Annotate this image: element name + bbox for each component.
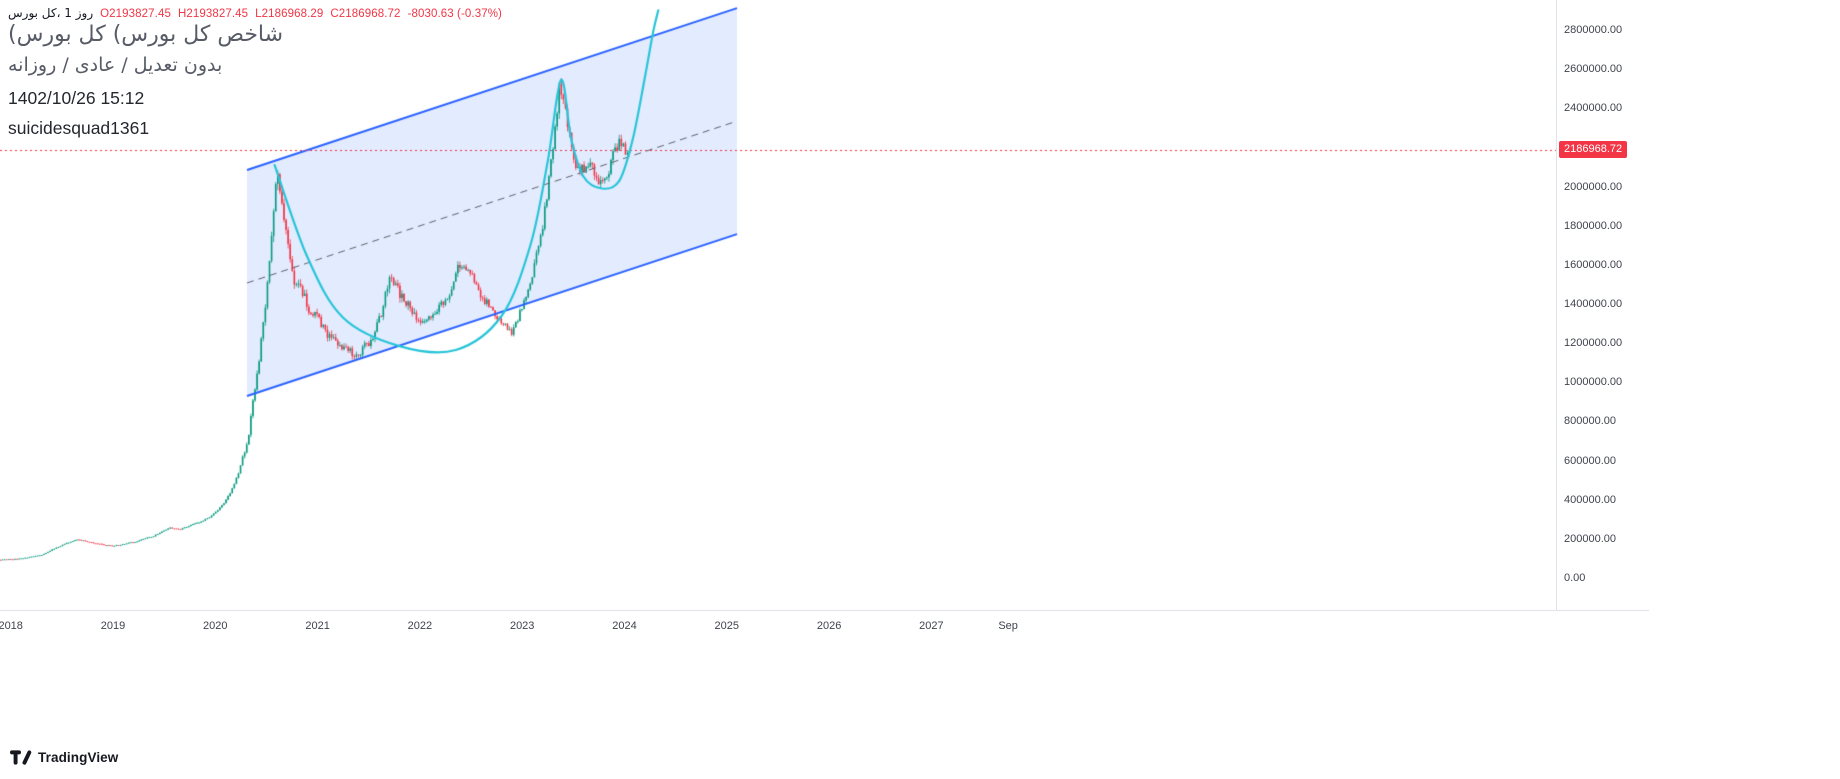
chart-canvas[interactable] (0, 0, 1556, 610)
price-tick-label: 1800000.00 (1564, 219, 1623, 232)
price-tick-label: 800000.00 (1564, 415, 1616, 428)
time-tick-label: Sep (998, 620, 1018, 632)
watermark-username: suicidesquad1361 (8, 118, 150, 138)
price-tick-label: 400000.00 (1564, 493, 1616, 506)
watermark-timeframe: روزانه / عادی / بدون تعدیل (8, 54, 223, 76)
tradingview-attribution[interactable]: TradingView (10, 750, 118, 765)
tradingview-logo-icon (10, 750, 32, 765)
price-tick-label: 1000000.00 (1564, 376, 1623, 389)
price-tick-label: 2600000.00 (1564, 63, 1623, 76)
time-tick-label: 2026 (816, 620, 842, 632)
time-tick-label: 2019 (100, 620, 126, 632)
ohlc-high: H2193827.45 (177, 8, 249, 20)
watermark-symbol-title: (کل بورس (شاخص کل بورس (8, 22, 284, 47)
time-tick-label: 2020 (203, 620, 228, 632)
ohlc-low: L2186968.29 (255, 8, 324, 20)
symbol-legend[interactable]: کل بورس، 1 روز O2193827.45 H2193827.45 L… (8, 6, 502, 20)
price-tick-label: 2800000.00 (1564, 24, 1623, 36)
time-tick-label: 2025 (714, 620, 740, 632)
price-axis[interactable]: 2186968.72 0.00 200000.00 400000.00 600000.… (1556, 0, 1649, 611)
time-tick-label: 2027 (919, 620, 944, 632)
time-tick-label: 2021 (305, 620, 330, 632)
chart-plot-area[interactable]: کل بورس، 1 روز O2193827.45 H2193827.45 L… (0, 0, 1556, 610)
time-axis[interactable]: 2018 2019 2020 2021 2022 2023 2024 2025 2026 2027… (0, 610, 1649, 643)
time-tick-label: 2024 (612, 620, 637, 632)
ohlc-open: O2193827.45 (100, 8, 171, 20)
ohlc-change: -8030.63 (-0.37%) (407, 8, 502, 20)
price-tick-label: 1200000.00 (1564, 337, 1623, 350)
time-tick-label: 2018 (0, 620, 23, 632)
slash-separator: / (56, 54, 75, 76)
last-price-tag: 2186968.72 (1559, 140, 1628, 158)
price-tick-label: 2000000.00 (1564, 180, 1623, 193)
slash-separator: / (115, 54, 134, 76)
price-tick-label: 0.00 (1564, 572, 1586, 584)
price-tick-label: 600000.00 (1564, 454, 1616, 467)
watermark-datetime: 1402/10/26 15:12 (8, 88, 145, 108)
time-tick-label: 2023 (509, 620, 535, 632)
price-tick-label: 2400000.00 (1564, 102, 1623, 115)
time-tick-label: 2022 (407, 620, 433, 632)
symbol-title[interactable]: کل بورس، 1 روز (8, 6, 93, 20)
price-tick-label: 1600000.00 (1564, 258, 1623, 271)
price-tick-label: 1400000.00 (1564, 298, 1623, 310)
ohlc-close: C2186968.72 (330, 8, 401, 20)
symbol-name: کل بورس (8, 6, 57, 20)
symbol-interval: ، 1 روز (56, 6, 94, 20)
tradingview-wordmark: TradingView (38, 750, 119, 765)
price-tick-label: 200000.00 (1564, 532, 1616, 545)
